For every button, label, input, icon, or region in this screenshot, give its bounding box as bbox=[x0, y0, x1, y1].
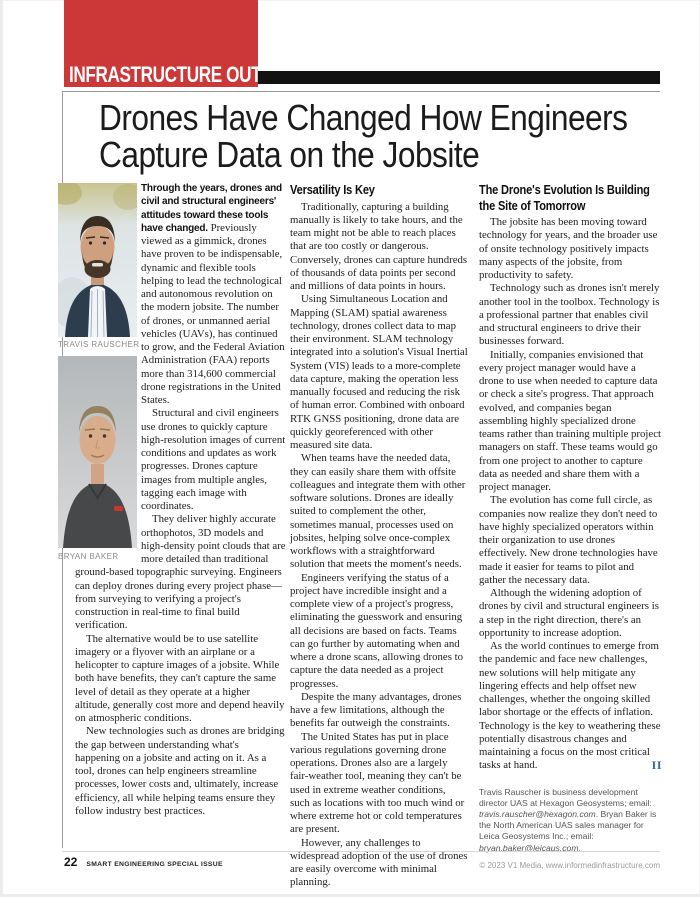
bio-segment: travis.rauscher@hexagon.com bbox=[479, 808, 596, 819]
bio-segment: . bbox=[578, 842, 581, 853]
copyright-notice: © 2023 V1 Media, www.informedinfrastruct… bbox=[479, 861, 660, 870]
column-intro: Through the years, drones and civil and … bbox=[75, 182, 286, 818]
paragraph: Technology such as drones isn't merely a… bbox=[479, 282, 660, 348]
column1-paragraphs: Structural and civil engineers use drone… bbox=[75, 407, 286, 818]
bio-segment: . Bryan Baker is the North American UAS … bbox=[479, 808, 657, 842]
section-banner: INFRASTRUCTURE OUTLOOK bbox=[64, 0, 310, 87]
lead-paragraph: Through the years, drones and civil and … bbox=[75, 182, 286, 407]
issue-label: SMART ENGINEERING SPECIAL ISSUE bbox=[86, 861, 223, 868]
page-number: 22 bbox=[64, 855, 78, 869]
bryan-baker-photo bbox=[58, 356, 137, 548]
paragraph: They deliver highly accurate orthophotos… bbox=[75, 513, 286, 632]
paragraph: New technologies such as drones are brid… bbox=[75, 725, 285, 817]
paragraph: The jobsite has been moving toward techn… bbox=[479, 216, 658, 281]
bio-segment: bryan.baker@leicaus.com bbox=[479, 842, 579, 853]
section-title: INFRASTRUCTURE OUTLOOK bbox=[69, 62, 310, 87]
paragraph: When teams have the needed data, they ca… bbox=[290, 452, 466, 571]
masthead-black-bar bbox=[258, 71, 660, 84]
footer-rule bbox=[62, 851, 660, 852]
paragraph: Engineers verifying the status of a proj… bbox=[290, 571, 463, 690]
lead-rest-text: Previously viewed as a gimmick, drones h… bbox=[141, 221, 285, 406]
last-paragraph: As the world continues to emerge from th… bbox=[479, 640, 662, 773]
footer-left: 22 SMART ENGINEERING SPECIAL ISSUE bbox=[64, 856, 223, 869]
author-bio: Travis Rauscher is business development … bbox=[479, 787, 662, 854]
paragraph: However, any challenges to widespread ad… bbox=[290, 836, 468, 889]
photo-caption-travis: TRAVIS RAUSCHER bbox=[58, 340, 140, 349]
article-title: Drones Have Changed How Engineers Captur… bbox=[99, 97, 628, 175]
column3-paragraphs: The jobsite has been moving toward techn… bbox=[479, 216, 662, 640]
last-paragraph-text: As the world continues to emerge from th… bbox=[479, 640, 661, 772]
paragraph: The alternative would be to use satellit… bbox=[75, 632, 285, 725]
photo-caption-bryan: BRYAN BAKER bbox=[58, 552, 119, 561]
lead-bold-text: Through the years, drones and civil and … bbox=[141, 183, 282, 234]
article-end-mark: II bbox=[651, 758, 662, 773]
photo-rail-spacer bbox=[75, 182, 141, 557]
paragraph: Despite the many advantages, drones have… bbox=[290, 690, 462, 730]
paragraph: Traditionally, capturing a building manu… bbox=[290, 200, 468, 293]
column3-heading: The Drone's Evolution Is Building the Si… bbox=[479, 182, 650, 213]
travis-rauscher-photo bbox=[58, 183, 137, 337]
paragraph: Although the widening adoption of drones… bbox=[479, 587, 659, 639]
paragraph: Initially, companies envisioned that eve… bbox=[479, 348, 661, 494]
bio-segment: Travis Rauscher is business development … bbox=[479, 786, 652, 808]
column2-heading: Versatility Is Key bbox=[290, 182, 375, 197]
paragraph: The United States has put in place vario… bbox=[290, 730, 465, 836]
paragraph: Using Simultaneous Location and Mapping … bbox=[290, 293, 468, 451]
column-versatility: Versatility Is Key Traditionally, captur… bbox=[290, 182, 468, 890]
column2-paragraphs: Traditionally, capturing a building manu… bbox=[290, 201, 468, 890]
column-evolution: The Drone's Evolution Is Building the Si… bbox=[479, 182, 662, 862]
paragraph: The evolution has come full circle, as c… bbox=[479, 494, 658, 586]
header-rule bbox=[62, 91, 660, 92]
paragraph: Structural and civil engineers use drone… bbox=[141, 407, 286, 512]
